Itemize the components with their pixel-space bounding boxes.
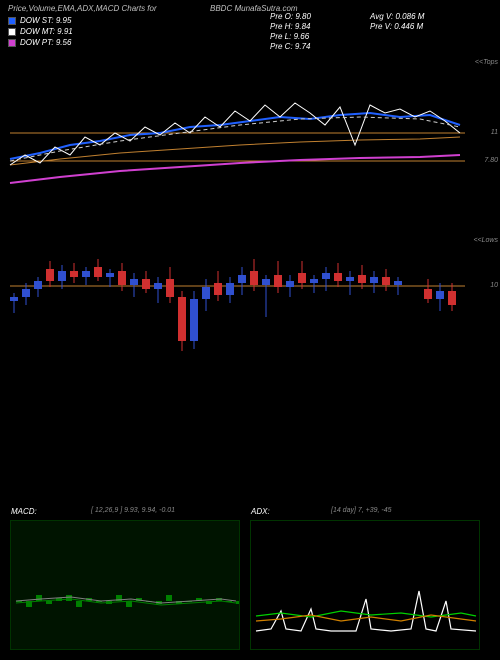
- legend: DOW ST: 9.95 DOW MT: 9.91 DOW PT: 9.56: [8, 16, 73, 49]
- axis-label: <<Tops: [475, 59, 498, 66]
- macd-svg: [11, 521, 239, 649]
- legend-label-pt: DOW PT: 9.56: [20, 38, 71, 47]
- stat-row: Pre H: 9.84: [270, 22, 311, 32]
- candle-chart: 10: [0, 201, 500, 391]
- axis-label: 10: [490, 282, 498, 289]
- axis-label: 11: [491, 129, 498, 136]
- stat-row: Avg V: 0.086 M: [370, 12, 424, 22]
- macd-params: [ 12,26,9 ] 9.93, 9.94, -0.01: [91, 507, 175, 514]
- adx-params: [14 day] 7, +39, -45: [331, 507, 392, 514]
- legend-item-st: DOW ST: 9.95: [8, 16, 73, 25]
- legend-item-mt: DOW MT: 9.91: [8, 27, 73, 36]
- legend-swatch-mt: [8, 28, 16, 36]
- legend-item-pt: DOW PT: 9.56: [8, 38, 73, 47]
- stat-row: Pre L: 9.66: [270, 32, 311, 42]
- stat-block-ohlc: Pre O: 9.80Pre H: 9.84Pre L: 9.66Pre C: …: [270, 12, 311, 52]
- adx-title: ADX:: [251, 507, 270, 516]
- legend-swatch-st: [8, 17, 16, 25]
- stat-row: Pre C: 9.74: [270, 42, 311, 52]
- stat-block-volume: Avg V: 0.086 MPre V: 0.446 M: [370, 12, 424, 32]
- stat-row: Pre O: 9.80: [270, 12, 311, 22]
- legend-label-mt: DOW MT: 9.91: [20, 27, 73, 36]
- legend-label-st: DOW ST: 9.95: [20, 16, 71, 25]
- axis-label: 7.80: [484, 157, 498, 164]
- adx-box: ADX: [14 day] 7, +39, -45: [250, 520, 480, 650]
- indicator-row: MACD: [ 12,26,9 ] 9.93, 9.94, -0.01 ADX:…: [0, 520, 490, 650]
- candle-chart-svg: [0, 201, 500, 391]
- adx-svg: [251, 521, 479, 649]
- macd-box: MACD: [ 12,26,9 ] 9.93, 9.94, -0.01: [10, 520, 240, 650]
- header: Price,Volume,EMA,ADX,MACD Charts for BBD…: [0, 0, 500, 55]
- stat-row: Pre V: 0.446 M: [370, 22, 424, 32]
- line-chart: <<Tops117.80<<Lows: [0, 55, 500, 195]
- line-chart-svg: [0, 55, 500, 195]
- legend-swatch-pt: [8, 39, 16, 47]
- macd-title: MACD:: [11, 507, 37, 516]
